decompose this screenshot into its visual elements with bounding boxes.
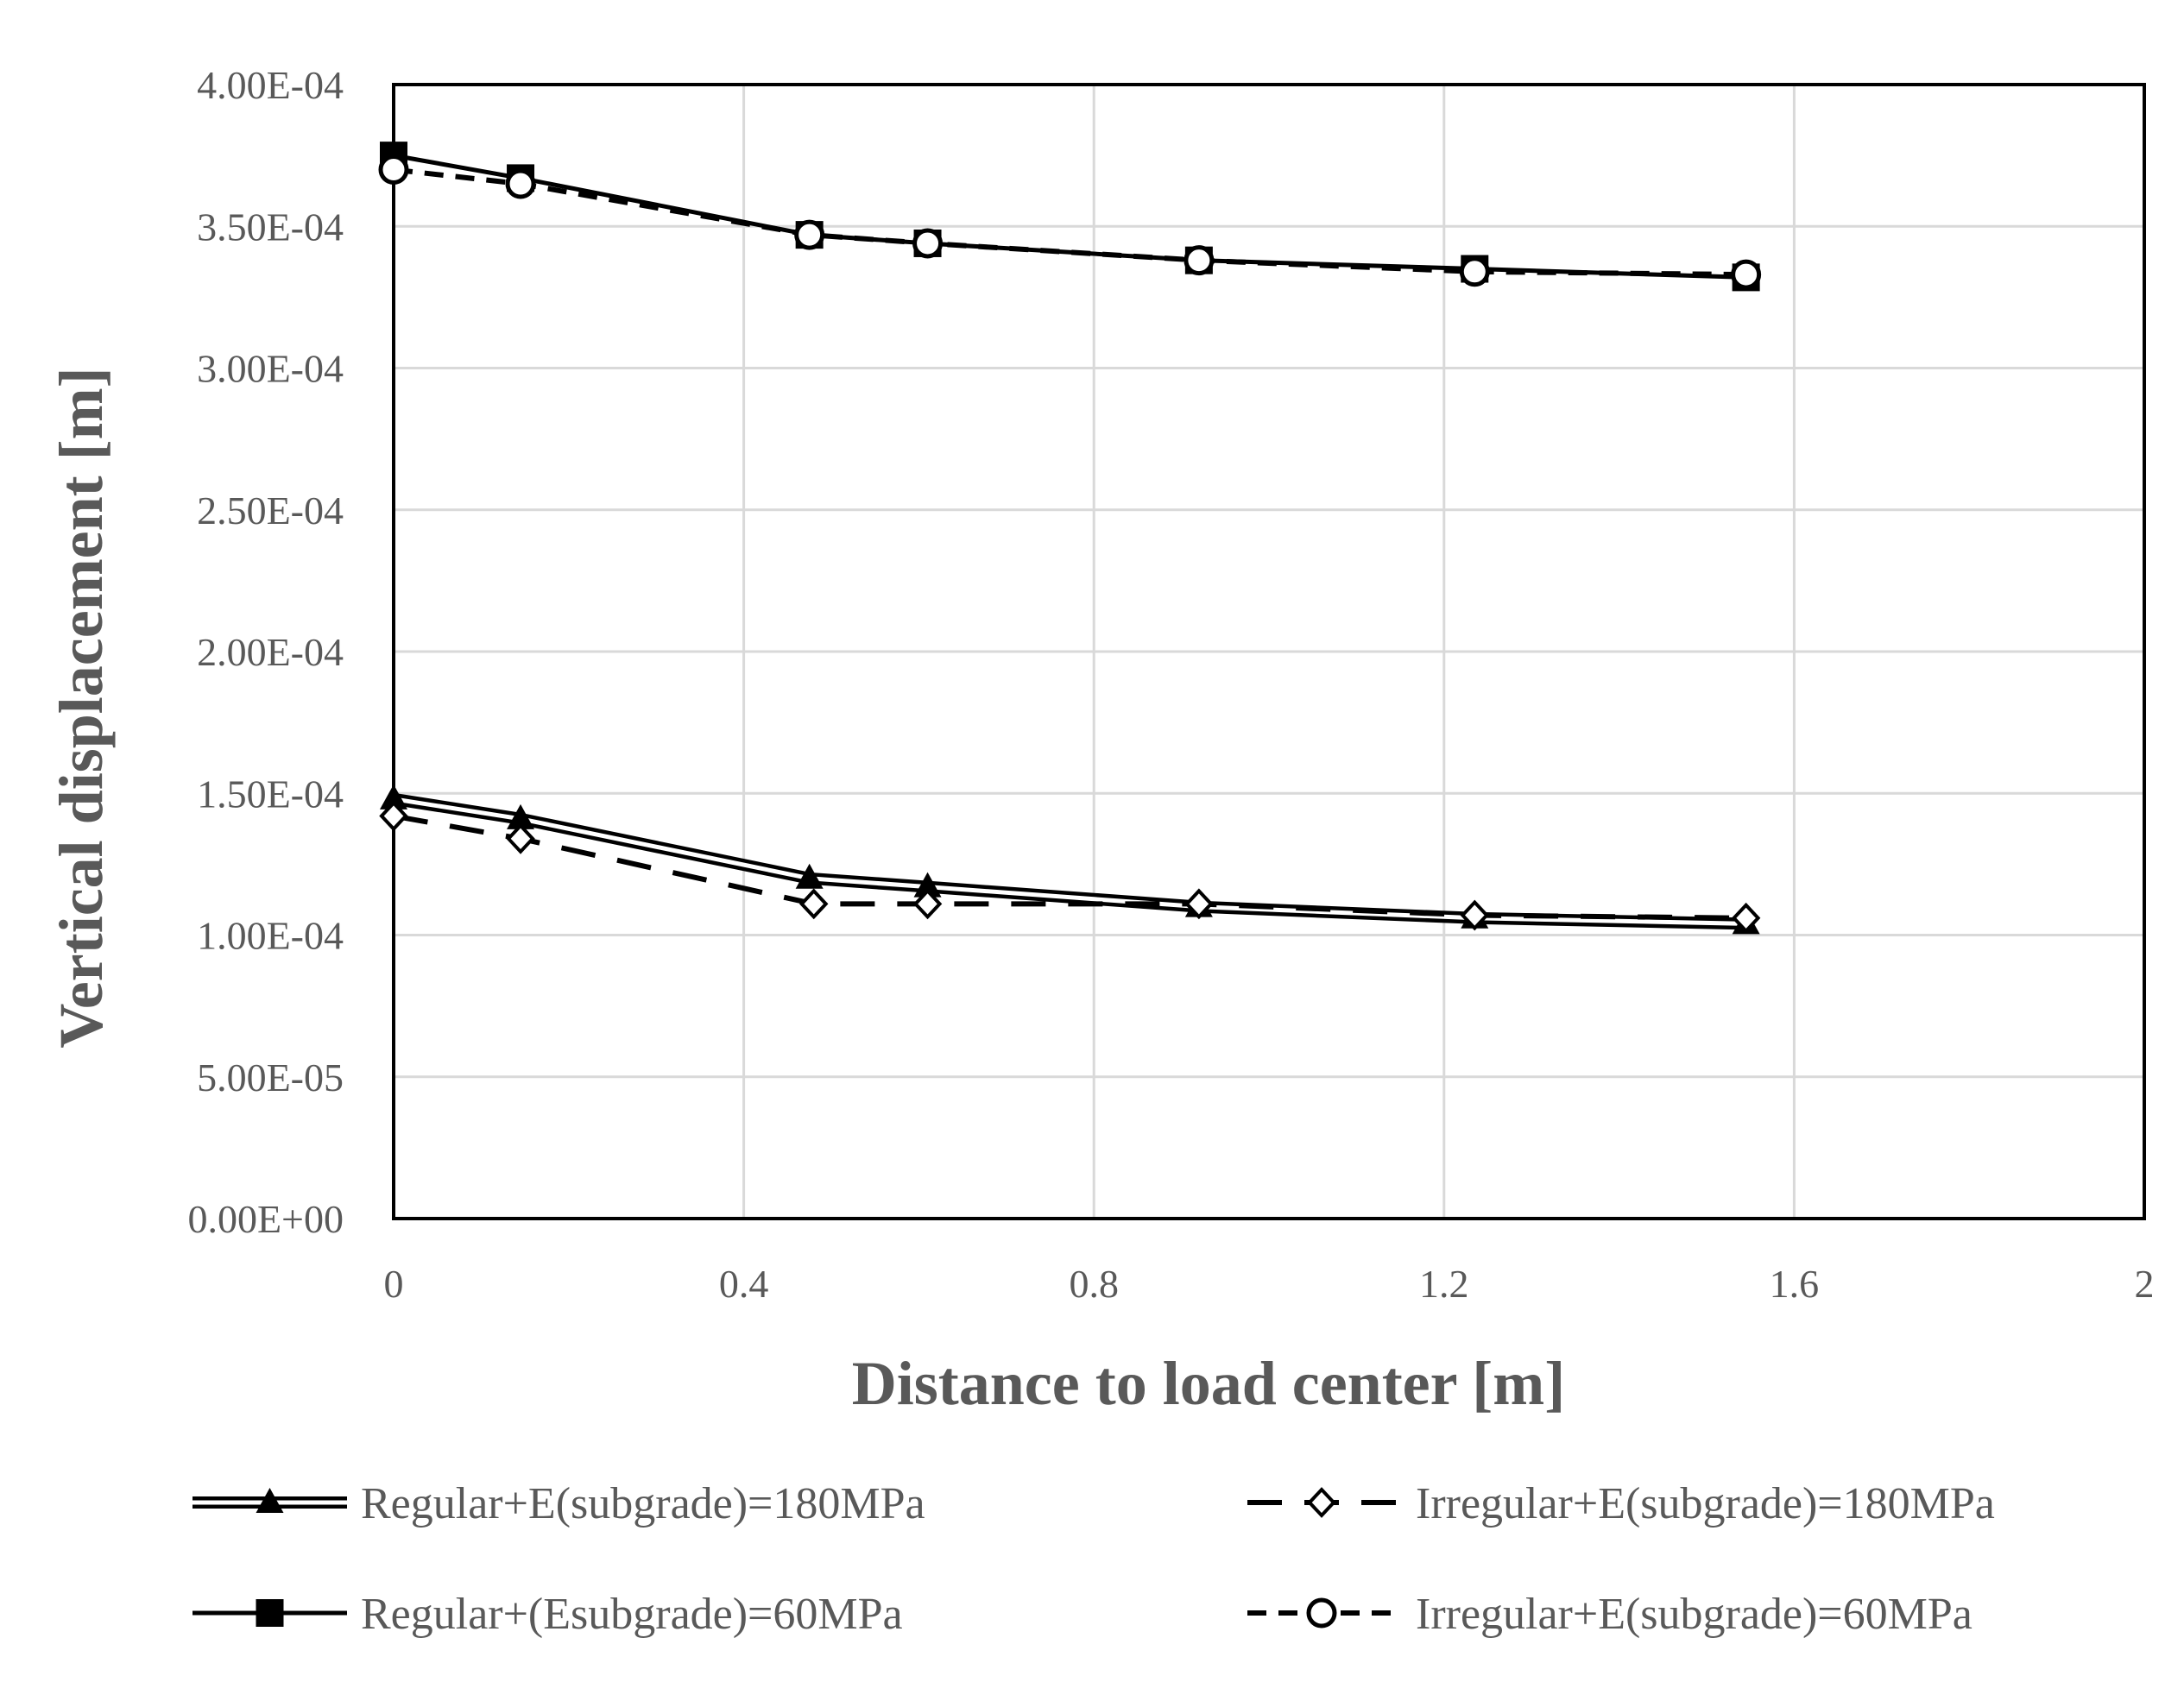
- data-point: [912, 888, 943, 920]
- data-point: [912, 228, 944, 259]
- x-tick-label: 0.4: [719, 1262, 769, 1306]
- y-tick-label: 2.50E-04: [197, 488, 344, 532]
- legend-marker: [256, 1488, 284, 1513]
- series-4: [378, 154, 1762, 290]
- series-line: [393, 153, 1746, 280]
- legend-label: Regular+E(subgrade)=180MPa: [361, 1479, 925, 1528]
- y-tick-label: 3.50E-04: [197, 205, 344, 249]
- legend-marker: [1306, 1597, 1337, 1629]
- legend-label: Regular+(Esubgrade)=60MPa: [361, 1590, 903, 1639]
- data-point: [1731, 259, 1762, 290]
- x-tick-label: 0: [384, 1262, 404, 1306]
- x-tick-label: 1.2: [1419, 1262, 1469, 1306]
- data-point: [798, 888, 829, 920]
- data-point: [795, 863, 824, 889]
- y-tick-label: 4.00E-04: [197, 63, 344, 107]
- legend-label: Irregular+E(subgrade)=60MPa: [1416, 1590, 1973, 1639]
- gridlines: [394, 83, 2144, 1219]
- legend-item: Regular+(Esubgrade)=60MPa: [193, 1590, 903, 1639]
- data-point: [913, 872, 942, 898]
- legend-label: Irregular+E(subgrade)=180MPa: [1416, 1479, 1995, 1528]
- x-tick-label: 2: [2135, 1262, 2155, 1306]
- data-point: [794, 219, 825, 250]
- legend-marker: [256, 1599, 284, 1627]
- series-3: [380, 142, 1760, 292]
- y-tick-label: 1.50E-04: [197, 772, 344, 816]
- legend-item: Irregular+E(subgrade)=180MPa: [1247, 1479, 1995, 1528]
- data-point: [1459, 256, 1490, 287]
- x-tick-label: 1.6: [1770, 1262, 1820, 1306]
- y-tick-label: 3.00E-04: [197, 347, 344, 391]
- legend-item: Irregular+E(subgrade)=60MPa: [1247, 1590, 1973, 1639]
- legend: Regular+E(subgrade)=180MPa Irregular+E(su…: [193, 1479, 1995, 1639]
- series-1: [380, 784, 1760, 935]
- data-point: [1184, 888, 1214, 920]
- y-tick-label: 1.00E-04: [197, 914, 344, 958]
- plot-area-border: [392, 83, 2146, 1220]
- y-tick-labels: 0.00E+00 5.00E-05 1.00E-04 1.50E-04 2.00E-04…: [187, 63, 344, 1241]
- y-tick-label: 2.00E-04: [197, 630, 344, 674]
- data-point: [380, 784, 407, 810]
- data-point: [379, 800, 408, 832]
- data-point: [1731, 902, 1761, 934]
- series-2: [379, 800, 1761, 934]
- legend-marker: [1307, 1487, 1336, 1518]
- x-tick-label: 0.8: [1069, 1262, 1119, 1306]
- data-point: [505, 168, 536, 199]
- y-axis-title: Vertical displacement [m]: [47, 367, 116, 1048]
- data-point: [1184, 245, 1215, 276]
- data-point: [506, 822, 535, 854]
- data-point: [378, 154, 409, 186]
- data-point: [507, 803, 535, 829]
- series-line: [393, 167, 1746, 278]
- y-tick-label: 5.00E-05: [197, 1055, 344, 1099]
- y-tick-label: 0.00E+00: [187, 1197, 344, 1241]
- x-axis-title: Distance to load center [m]: [852, 1349, 1565, 1418]
- legend-item: Regular+E(subgrade)=180MPa: [193, 1479, 925, 1528]
- x-tick-labels: 0 0.4 0.8 1.2 1.6 2: [384, 1262, 2155, 1306]
- data-point: [1460, 899, 1490, 931]
